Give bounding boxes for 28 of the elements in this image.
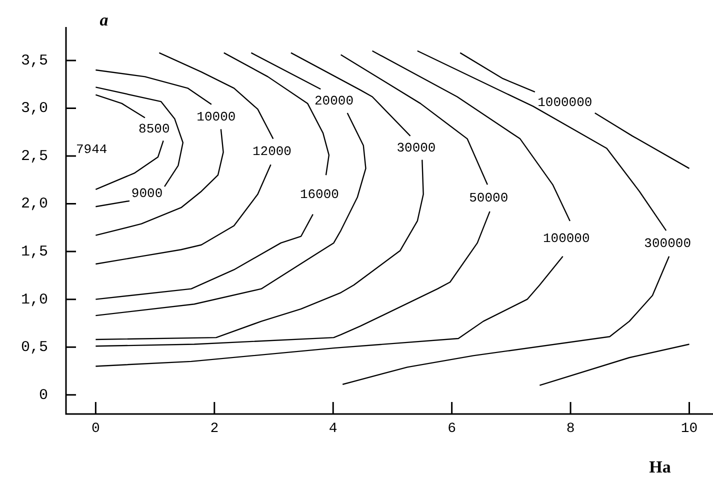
series-label: 50000 — [469, 190, 508, 206]
annotation: 7944 — [76, 142, 108, 158]
y-tick-label: 1,0 — [20, 291, 48, 308]
series-label: 10000 — [196, 109, 236, 124]
series-label: 16000 — [300, 187, 339, 202]
x-tick-label: 10 — [680, 421, 698, 438]
series-label: 8500 — [138, 122, 170, 137]
x-tick-label: 0 — [91, 421, 100, 438]
series-label: 1000000 — [538, 94, 592, 110]
y-tick-label: 0,5 — [20, 339, 48, 356]
x-axis-title: Ha — [649, 457, 672, 476]
y-tick-label: 0 — [38, 386, 48, 404]
y-tick-label: 3,5 — [20, 52, 48, 70]
x-tick-label: 4 — [328, 421, 338, 438]
x-tick-label: 8 — [566, 421, 575, 438]
y-tick-label: 2,0 — [20, 196, 48, 213]
series-label: 12000 — [252, 144, 292, 160]
x-tick-label: 6 — [448, 421, 456, 438]
series-label: 30000 — [396, 140, 436, 156]
series-label: 100000 — [542, 231, 590, 246]
y-tick-label: 2,5 — [20, 148, 48, 165]
y-tick-label: 1,5 — [20, 244, 48, 261]
x-tick-label: 2 — [210, 421, 219, 438]
y-axis-title: a — [100, 10, 109, 30]
series-label: 20000 — [314, 93, 354, 108]
series-label: 300000 — [644, 236, 691, 251]
series-label: 9000 — [131, 186, 163, 202]
y-tick-label: 3,0 — [20, 100, 48, 118]
